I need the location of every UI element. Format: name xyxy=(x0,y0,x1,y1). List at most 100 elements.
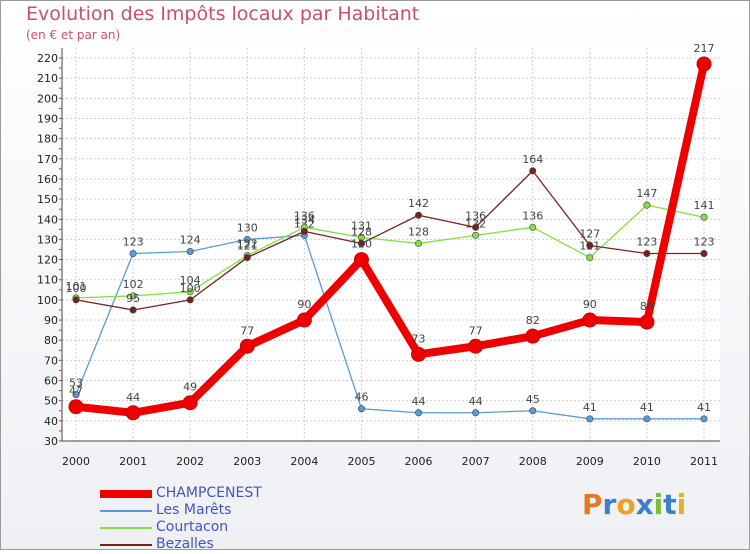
series-line-champcenest xyxy=(75,63,708,417)
legend-label-les-marets: Les Marêts xyxy=(156,502,232,518)
proxiti-logo: Proxiti xyxy=(582,488,686,521)
logo-letter: P xyxy=(582,488,603,521)
data-label-les-mar-ts-2006: 44 xyxy=(412,395,426,408)
x-tick-label-2001: 2001 xyxy=(119,455,147,468)
data-label-les-mar-ts-2007: 44 xyxy=(469,395,483,408)
data-label-bezalles-2001: 95 xyxy=(126,292,140,305)
y-tick-label-190: 190 xyxy=(37,112,58,125)
legend-swatch-les-marets xyxy=(100,510,152,512)
point-bezalles-2011 xyxy=(700,250,708,258)
logo-letter: t xyxy=(663,488,677,521)
logo-letter: x xyxy=(635,488,654,521)
point-les-mar-ts-2010 xyxy=(643,415,651,423)
data-label-bezalles-2008: 164 xyxy=(522,153,543,166)
x-tick-label-2008: 2008 xyxy=(519,455,547,468)
point-bezalles-2006 xyxy=(415,211,423,219)
point-champcenest-2001 xyxy=(125,405,141,421)
data-label-courtacon-2004: 136 xyxy=(294,209,315,222)
point-champcenest-2004 xyxy=(296,312,312,328)
point-champcenest-2007 xyxy=(468,338,484,354)
x-tick-label-2007: 2007 xyxy=(462,455,490,468)
chart-subtitle: (en € et par an) xyxy=(26,28,121,42)
point-bezalles-2001 xyxy=(129,306,137,314)
data-label-champcenest-2000: 47 xyxy=(69,385,83,398)
data-label-les-mar-ts-2005: 46 xyxy=(354,391,368,404)
data-label-champcenest-2002: 49 xyxy=(183,381,197,394)
y-tick-label-80: 80 xyxy=(44,334,58,347)
data-label-les-mar-ts-2010: 41 xyxy=(640,401,654,414)
point-bezalles-2009 xyxy=(586,241,594,249)
data-label-champcenest-2006: 73 xyxy=(412,332,426,345)
y-tick-label-60: 60 xyxy=(44,375,58,388)
series-line-bezalles xyxy=(75,170,704,311)
point-les-mar-ts-2011 xyxy=(700,415,708,423)
plot-area xyxy=(62,48,720,441)
data-label-courtacon-2003: 122 xyxy=(237,238,258,251)
point-bezalles-2005 xyxy=(357,239,365,247)
point-champcenest-2002 xyxy=(182,395,198,411)
data-label-bezalles-2010: 123 xyxy=(636,236,657,249)
data-label-courtacon-2011: 141 xyxy=(694,199,715,212)
x-tick-label-2004: 2004 xyxy=(290,455,318,468)
legend-label-courtacon: Courtacon xyxy=(156,519,229,535)
y-tick-label-30: 30 xyxy=(44,435,58,448)
point-les-mar-ts-2007 xyxy=(472,409,480,417)
data-label-bezalles-2007: 136 xyxy=(465,209,486,222)
y-tick-label-40: 40 xyxy=(44,415,58,428)
point-les-mar-ts-2002 xyxy=(186,248,194,256)
y-tick-label-160: 160 xyxy=(37,173,58,186)
legend-label-bezalles: Bezalles xyxy=(156,536,214,552)
point-champcenest-2011 xyxy=(696,56,712,72)
data-label-bezalles-2002: 100 xyxy=(180,282,201,295)
data-label-champcenest-2005: 120 xyxy=(351,238,372,251)
point-bezalles-2004 xyxy=(300,227,308,235)
point-courtacon-2002 xyxy=(186,288,194,296)
data-label-courtacon-2002: 104 xyxy=(180,274,201,287)
logo-letter: o xyxy=(616,488,636,521)
logo-letter: r xyxy=(602,488,617,521)
legend-swatch-champcenest xyxy=(100,490,152,498)
point-courtacon-2009 xyxy=(586,254,594,262)
point-champcenest-2008 xyxy=(525,328,541,344)
x-tick-label-2005: 2005 xyxy=(347,455,375,468)
data-label-champcenest-2008: 82 xyxy=(526,314,540,327)
data-label-les-mar-ts-2009: 41 xyxy=(583,401,597,414)
data-label-les-mar-ts-2011: 41 xyxy=(697,401,711,414)
point-bezalles-2008 xyxy=(529,167,537,175)
chart-title: Evolution des Impôts locaux par Habitant xyxy=(26,3,420,25)
point-les-mar-ts-2005 xyxy=(357,405,365,413)
data-label-les-mar-ts-2002: 124 xyxy=(180,234,201,247)
data-label-bezalles-2005: 128 xyxy=(351,225,372,238)
point-courtacon-2010 xyxy=(643,201,651,209)
point-bezalles-2007 xyxy=(472,223,480,231)
data-label-champcenest-2007: 77 xyxy=(469,324,483,337)
point-les-mar-ts-2001 xyxy=(129,250,137,258)
data-label-bezalles-2000: 100 xyxy=(66,282,87,295)
data-label-les-mar-ts-2001: 123 xyxy=(123,236,144,249)
series-line-les-mar-ts xyxy=(75,234,704,420)
data-label-champcenest-2010: 89 xyxy=(640,300,654,313)
point-champcenest-2000 xyxy=(68,399,84,415)
point-les-mar-ts-2006 xyxy=(415,409,423,417)
y-tick-label-120: 120 xyxy=(37,254,58,267)
point-les-mar-ts-2000 xyxy=(72,391,80,399)
y-tick-label-140: 140 xyxy=(37,213,58,226)
data-label-courtacon-2010: 147 xyxy=(636,187,657,200)
data-label-courtacon-2008: 136 xyxy=(522,209,543,222)
legend-swatch-bezalles xyxy=(100,544,152,546)
y-tick-label-50: 50 xyxy=(44,395,58,408)
data-label-champcenest-2003: 77 xyxy=(240,324,254,337)
x-tick-label-2011: 2011 xyxy=(690,455,718,468)
point-les-mar-ts-2008 xyxy=(529,407,537,415)
y-tick-label-180: 180 xyxy=(37,133,58,146)
data-label-bezalles-2004: 134 xyxy=(294,213,315,226)
point-bezalles-2000 xyxy=(72,296,80,304)
y-tick-label-150: 150 xyxy=(37,193,58,206)
point-courtacon-2007 xyxy=(472,231,480,239)
point-champcenest-2006 xyxy=(411,346,427,362)
data-label-courtacon-2006: 128 xyxy=(408,225,429,238)
logo-letter: i xyxy=(653,488,664,521)
data-label-champcenest-2001: 44 xyxy=(126,391,140,404)
point-champcenest-2010 xyxy=(639,314,655,330)
